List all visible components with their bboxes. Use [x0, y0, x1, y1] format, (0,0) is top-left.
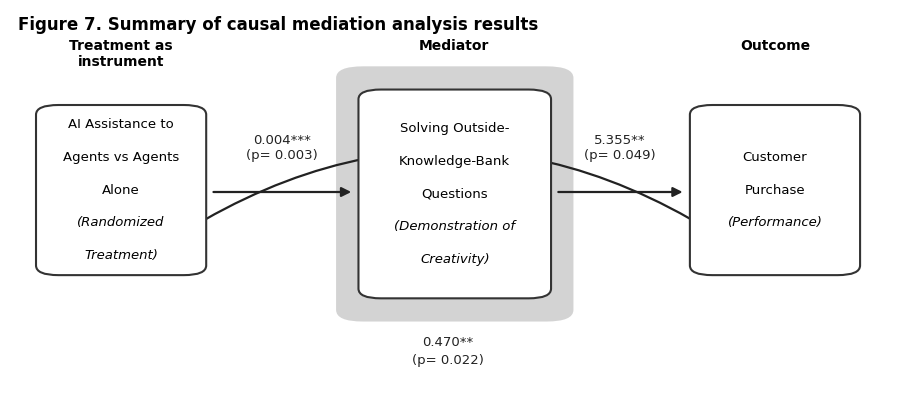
Text: Purchase: Purchase — [745, 184, 805, 197]
Text: Mediator: Mediator — [420, 39, 490, 53]
Text: Treatment as
instrument: Treatment as instrument — [69, 39, 173, 70]
Text: Treatment): Treatment) — [84, 249, 158, 262]
Text: 0.470**: 0.470** — [422, 336, 473, 349]
Text: (Performance): (Performance) — [728, 217, 823, 230]
Text: Knowledge-Bank: Knowledge-Bank — [399, 155, 510, 168]
Text: Solving Outside-: Solving Outside- — [400, 122, 509, 135]
Text: 5.355**
(p= 0.049): 5.355** (p= 0.049) — [584, 133, 656, 162]
Text: AI Assistance to: AI Assistance to — [69, 118, 174, 131]
Text: Agents vs Agents: Agents vs Agents — [63, 151, 179, 164]
Text: (Randomized: (Randomized — [78, 217, 165, 230]
Text: Outcome: Outcome — [740, 39, 810, 53]
FancyBboxPatch shape — [690, 105, 860, 275]
FancyBboxPatch shape — [358, 90, 551, 298]
FancyBboxPatch shape — [336, 66, 573, 322]
Text: Figure 7. Summary of causal mediation analysis results: Figure 7. Summary of causal mediation an… — [18, 16, 538, 34]
Text: Questions: Questions — [421, 188, 488, 200]
Text: Alone: Alone — [102, 184, 140, 197]
Text: Creativity): Creativity) — [420, 253, 490, 266]
Text: (Demonstration of: (Demonstration of — [394, 220, 515, 233]
Text: (p= 0.022): (p= 0.022) — [412, 354, 484, 367]
Text: Customer: Customer — [743, 151, 807, 164]
FancyBboxPatch shape — [36, 105, 207, 275]
Text: 0.004***
(p= 0.003): 0.004*** (p= 0.003) — [247, 133, 318, 162]
